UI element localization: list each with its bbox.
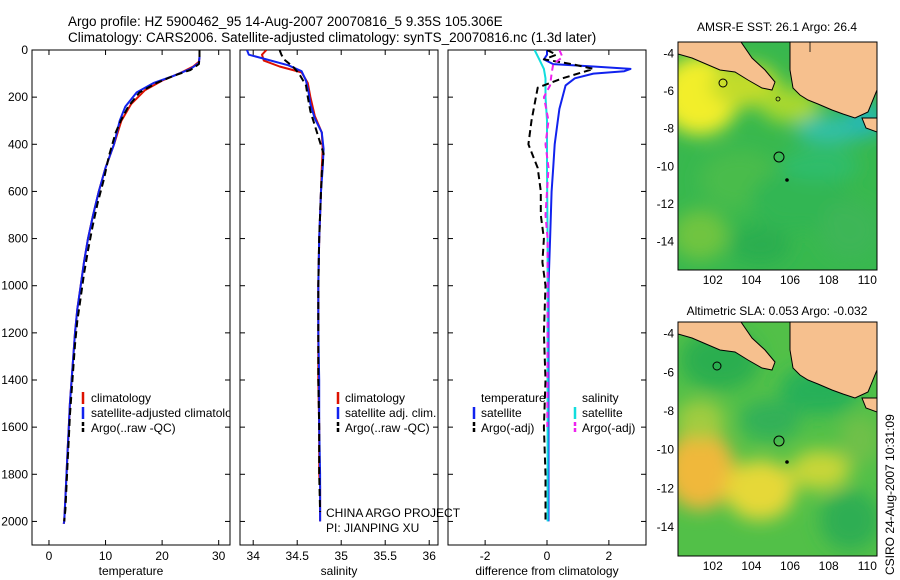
map-y-tick-label: -4 — [663, 327, 674, 341]
salinity-legend: climatology satellite adj. clim. Argo(..… — [336, 391, 436, 435]
x-tick-label: 35 — [335, 549, 349, 563]
legend-label-satellite-adjusted: satellite-adjusted climatology — [91, 406, 244, 420]
map-x-tick-label: 108 — [819, 559, 839, 573]
map-y-tick-label: -6 — [663, 84, 674, 98]
legend-title-salinity: salinity — [582, 391, 619, 405]
y-tick-label: 400 — [8, 137, 28, 151]
figure-title-line1: Argo profile: HZ 5900462_95 14-Aug-2007 … — [68, 14, 503, 29]
x-tick-label: 34.5 — [286, 549, 310, 563]
salinity-panel-frame — [239, 49, 439, 546]
x-tick-label: 2 — [606, 549, 613, 563]
y-tick-label: 0 — [21, 43, 28, 57]
map-y-tick-label: -8 — [663, 122, 674, 136]
legend-label-temp-satellite: satellite — [481, 406, 522, 420]
series-temperature-satellite — [542, 50, 632, 522]
figure-title-line2: Climatology: CARS2006. Satellite-adjuste… — [68, 30, 596, 45]
series-satellite-adjusted-climatology — [62, 50, 201, 525]
series-salinity-argo-adj- — [542, 50, 564, 428]
legend-label-sal-argo: Argo(-adj) — [582, 421, 635, 435]
map-x-tick-label: 102 — [703, 273, 723, 287]
map-x-tick-label: 110 — [858, 273, 877, 287]
map-y-tick-label: -14 — [657, 520, 675, 534]
difference-legend: temperature salinity satellite Argo(-adj… — [472, 391, 635, 435]
map-y-tick-label: -10 — [657, 443, 675, 457]
map-y-tick-label: -4 — [663, 46, 674, 60]
x-tick-label: 36 — [423, 549, 437, 563]
sst-map-field — [678, 42, 877, 270]
series-argo-raw-qc- — [63, 50, 201, 522]
series-temperature-argo-adj- — [527, 50, 595, 522]
sst-map-title: AMSR-E SST: 26.1 Argo: 26.4 — [697, 20, 857, 34]
map-y-tick-label: -6 — [663, 365, 674, 379]
x-tick-label: 20 — [155, 549, 169, 563]
map-y-tick-label: -8 — [663, 404, 674, 418]
temperature-series — [62, 50, 201, 525]
legend-label-argo: Argo(..raw -QC) — [91, 421, 176, 435]
map-y-tick-label: -12 — [657, 197, 675, 211]
y-tick-label: 600 — [8, 184, 28, 198]
x-tick-label: 0 — [46, 549, 53, 563]
salinity-series — [246, 50, 325, 522]
difference-series — [527, 50, 632, 522]
map-x-tick-label: 102 — [703, 559, 723, 573]
sst-map-frame — [677, 41, 878, 271]
legend-label-climatology: climatology — [91, 391, 151, 405]
temperature-panel-frame — [31, 49, 231, 546]
y-tick-label: 1600 — [1, 420, 28, 434]
project-annotation-line2: PI: JIANPING XU — [326, 521, 419, 535]
y-tick-label: 2000 — [1, 514, 28, 528]
x-tick-label: 10 — [99, 549, 113, 563]
sla-map-frame — [677, 321, 878, 557]
map-y-tick-label: -14 — [657, 235, 675, 249]
x-tick-label: 34 — [247, 549, 261, 563]
legend-label-argo: Argo(..raw -QC) — [345, 421, 430, 435]
map-x-tick-label: 104 — [741, 273, 761, 287]
legend-label-climatology: climatology — [345, 391, 405, 405]
series-satellite-adj-clim- — [246, 50, 325, 522]
sst-argo-location-marker — [773, 151, 785, 163]
legend-title-temperature: temperature — [481, 391, 546, 405]
map-x-tick-label: 106 — [780, 273, 800, 287]
sla-map-title: Altimetric SLA: 0.053 Argo: -0.032 — [687, 304, 868, 318]
temperature-xlabel: temperature — [99, 564, 164, 578]
difference-xlabel: difference from climatology — [475, 564, 618, 578]
legend-label-temp-argo: Argo(-adj) — [481, 421, 534, 435]
sla-map-field — [678, 322, 877, 556]
series-climatology — [62, 50, 201, 525]
x-tick-label: 30 — [212, 549, 226, 563]
salinity-xlabel: salinity — [321, 564, 358, 578]
y-tick-label: 1000 — [1, 279, 28, 293]
x-tick-label: 0 — [544, 549, 551, 563]
y-tick-label: 800 — [8, 232, 28, 246]
map-x-tick-label: 108 — [819, 273, 839, 287]
legend-label-satellite-adj: satellite adj. clim. — [345, 406, 436, 420]
map-x-tick-label: 110 — [858, 559, 877, 573]
x-tick-label: 35.5 — [374, 549, 398, 563]
map-y-tick-label: -10 — [657, 159, 675, 173]
y-tick-label: 1800 — [1, 467, 28, 481]
y-tick-label: 1200 — [1, 326, 28, 340]
legend-label-sal-satellite: satellite — [582, 406, 623, 420]
project-annotation-line1: CHINA ARGO PROJECT — [326, 506, 461, 520]
temperature-legend: climatology satellite-adjusted climatolo… — [81, 391, 244, 435]
map-x-tick-label: 106 — [780, 559, 800, 573]
x-tick-label: -2 — [480, 549, 491, 563]
sla-argo-location-marker — [773, 435, 785, 447]
map-y-tick-label: -12 — [657, 481, 675, 495]
y-tick-label: 1400 — [1, 373, 28, 387]
y-tick-label: 200 — [8, 90, 28, 104]
map-x-tick-label: 104 — [741, 559, 761, 573]
side-timestamp: CSIRO 24-Aug-2007 10:31:09 — [883, 414, 897, 575]
series-argo-raw-qc- — [278, 50, 325, 513]
